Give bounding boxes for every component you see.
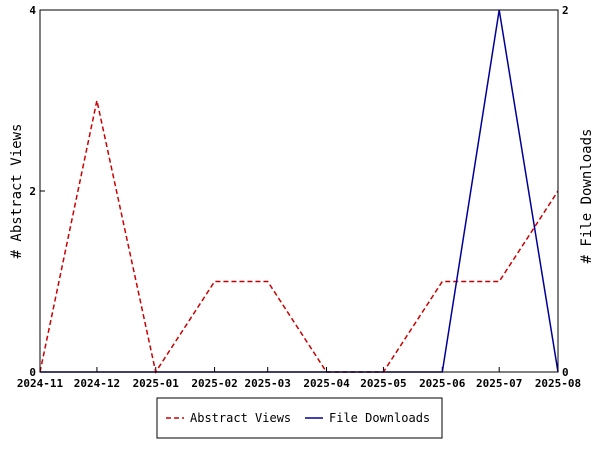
legend-label-file-downloads: File Downloads	[329, 411, 430, 425]
series-line-abstract-views	[39, 100, 559, 374]
x-tick-label: 2025-04	[303, 377, 350, 390]
x-tick-label: 2025-03	[245, 377, 291, 390]
legend: Abstract Views File Downloads	[156, 397, 443, 439]
y-left-tick-label: 0	[29, 366, 36, 379]
x-tick-label: 2025-05	[360, 377, 406, 390]
x-tick-label: 2025-08	[535, 377, 581, 390]
x-tick-label: 2025-02	[191, 377, 237, 390]
x-tick-label: 2025-07	[476, 377, 522, 390]
y-right-tick-label: 0	[562, 366, 569, 379]
series-lines	[39, 9, 559, 374]
y-left-tick-label: 2	[29, 185, 36, 198]
y-right-tick-label: 2	[562, 4, 569, 17]
tick-marks	[39, 9, 559, 373]
legend-box	[156, 397, 443, 439]
y-axis-left-title: # Abstract Views	[9, 124, 25, 259]
x-tick-label: 2024-12	[74, 377, 120, 390]
tick-labels: 2024-11 2024-12 2025-01 2025-02 2025-03 2025-…	[17, 4, 581, 390]
x-tick-label: 2024-11	[17, 377, 64, 390]
legend-label-abstract-views: Abstract Views	[190, 411, 291, 425]
series-line-file-downloads	[40, 9, 559, 373]
y-left-tick-label: 4	[29, 4, 36, 17]
plot-area-frame	[39, 9, 559, 373]
x-tick-label: 2025-06	[419, 377, 466, 390]
x-tick-label: 2025-01	[133, 377, 180, 390]
y-axis-right-title: # File Downloads	[579, 129, 595, 264]
